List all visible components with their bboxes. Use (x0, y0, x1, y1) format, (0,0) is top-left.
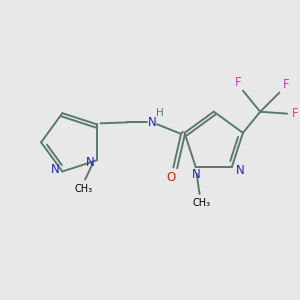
Text: F: F (235, 76, 242, 89)
Text: N: N (51, 163, 60, 176)
Text: N: N (85, 156, 94, 169)
Text: F: F (292, 107, 299, 120)
Text: H: H (156, 108, 164, 118)
Text: N: N (148, 116, 157, 129)
Text: F: F (283, 78, 290, 92)
Text: N: N (236, 164, 245, 176)
Text: CH₃: CH₃ (74, 184, 92, 194)
Text: CH₃: CH₃ (192, 198, 211, 208)
Text: N: N (192, 168, 201, 181)
Text: O: O (167, 170, 176, 184)
